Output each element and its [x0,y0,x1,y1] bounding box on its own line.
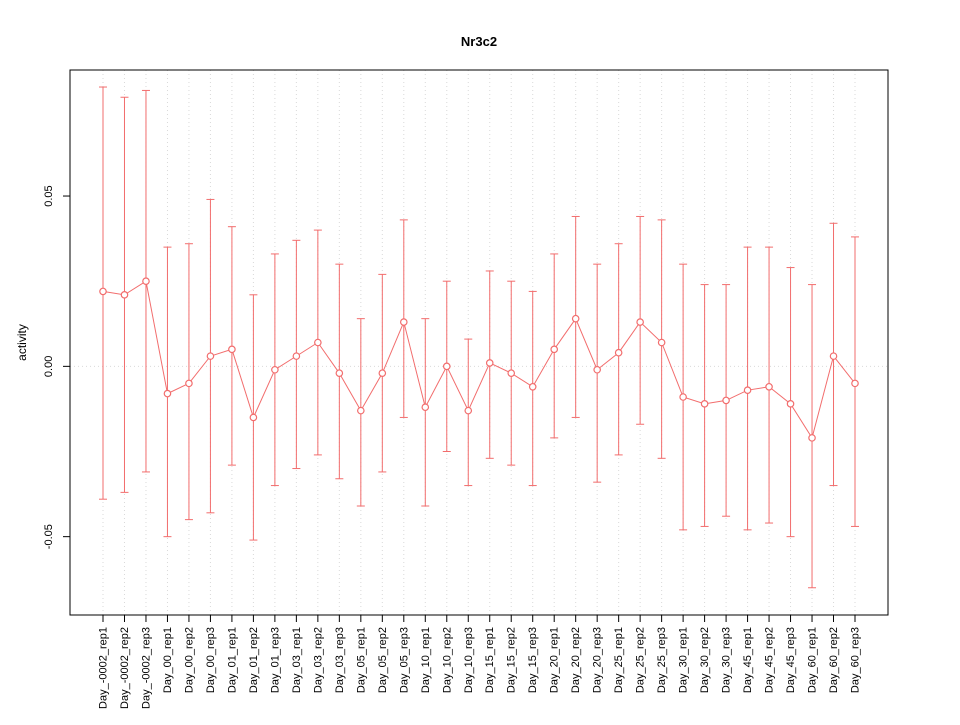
data-point [657,338,666,347]
x-tick-label: Day_45_rep2 [764,627,776,693]
data-point [442,362,451,371]
data-point [571,314,580,323]
x-tick-label: Day_01_rep1 [226,627,238,693]
axes: -0.05 0.00 0.05 Day_-0002_rep1 Day_-0002_rep… [43,69,889,709]
x-tick-label: Day_10_rep1 [420,627,432,693]
x-tick-label: Day_60_rep1 [807,627,819,693]
data-point [722,396,730,405]
x-tick-label: Day_20_rep1 [549,627,561,693]
x-tick-label: Day_-0002_rep2 [119,627,131,709]
data-point [249,413,258,422]
x-tick-label: Day_00_rep3 [205,627,217,693]
data-point [851,379,859,388]
chart-title: Nr3c2 [461,34,497,49]
data-point [786,400,795,408]
data-point [335,369,344,377]
x-tick-label: Day_25_rep1 [613,627,625,693]
data-point [507,369,516,377]
x-tick-label: Day_10_rep2 [441,627,453,693]
y-tick-label: -0.05 [43,524,55,549]
data-point [228,345,236,354]
data-point [743,386,752,394]
data-point [614,348,623,357]
x-tick-label: Day_01_rep2 [248,627,260,693]
x-tick-label: Day_30_rep1 [678,627,690,693]
data-point [464,406,473,415]
data-point [679,393,687,401]
x-tick-label: Day_45_rep3 [785,627,797,693]
data-point [485,359,494,367]
series-line [102,280,856,440]
x-tick-label: Day_05_rep3 [398,627,410,693]
data-point [636,318,644,326]
x-tick-label: Day_20_rep2 [570,627,582,693]
data-point [357,406,365,415]
x-tick-label: Day_00_rep2 [183,627,195,693]
y-tick-label: 0.00 [43,356,55,377]
x-tick-label: Day_60_rep3 [850,627,862,693]
x-tick-label: Day_15_rep2 [506,627,518,693]
x-tick-label: Day_15_rep3 [527,627,539,693]
x-tick-label: Day_-0002_rep3 [140,627,152,709]
x-tick-label: Day_60_rep2 [828,627,840,693]
data-point [185,379,193,388]
data-point [700,400,709,408]
data-point [808,434,816,442]
x-tick-label: Day_03_rep3 [334,627,346,693]
x-tick-label: Day_15_rep1 [484,627,496,693]
data-point [292,352,301,360]
x-tick-label: Day_30_rep3 [721,627,733,693]
x-tick-label: Day_03_rep1 [291,627,303,693]
data-point [593,365,601,374]
data-point [829,352,838,360]
data-point [314,338,322,347]
data-point [765,382,773,391]
x-tick-label: Day_03_rep2 [312,627,324,693]
x-tick-label: Day_05_rep2 [377,627,389,693]
error-bar-series [99,86,859,589]
x-tick-label: Day_00_rep1 [162,627,174,693]
gridlines [70,70,888,615]
x-tick-label: Day_45_rep1 [742,627,754,693]
y-tick-label: 0.05 [43,185,55,206]
data-point [550,345,559,354]
x-tick-label: Day_10_rep3 [463,627,475,693]
data-point [142,277,150,285]
data-point [399,318,408,326]
data-point [378,369,387,377]
data-point [163,389,172,398]
data-point [206,352,215,360]
plot-border [69,69,889,616]
y-axis-label: activity [15,324,29,361]
x-tick-label: Day_25_rep3 [656,627,668,693]
data-point [120,291,129,299]
data-point [99,287,107,296]
data-point [528,382,537,391]
x-tick-label: Day_01_rep3 [269,627,281,693]
x-tick-label: Day_20_rep3 [592,627,604,693]
data-point [271,365,279,374]
x-tick-label: Day_25_rep2 [635,627,647,693]
x-tick-label: Day_05_rep1 [355,627,367,693]
x-tick-label: Day_30_rep2 [699,627,711,693]
x-tick-label: Day_-0002_rep1 [98,627,110,709]
data-point [421,403,430,412]
